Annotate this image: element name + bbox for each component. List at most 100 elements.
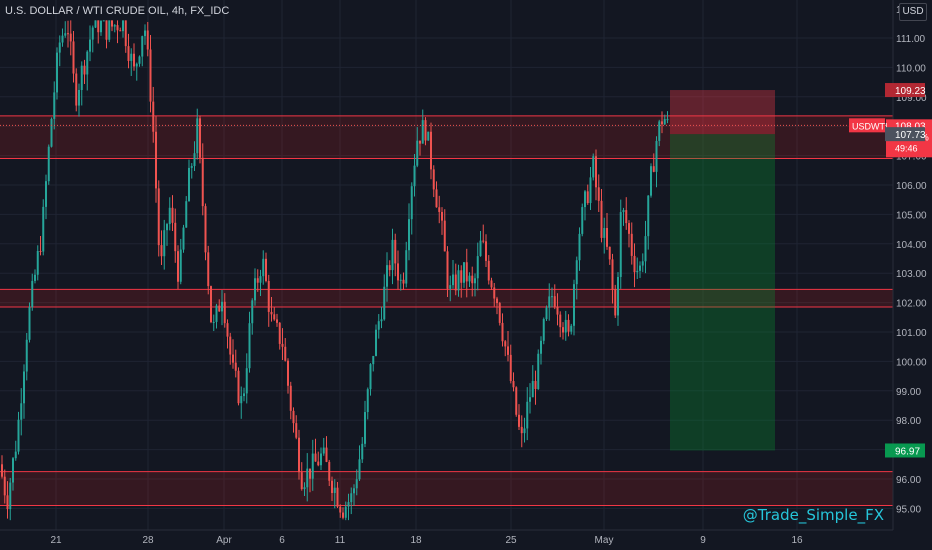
- candle-body: [614, 289, 617, 316]
- candle-body: [201, 157, 204, 207]
- candle-body: [130, 53, 133, 61]
- candle-body: [630, 233, 633, 256]
- candle-body: [119, 30, 122, 32]
- candle-body: [287, 360, 289, 386]
- candle-body: [89, 39, 91, 52]
- candle-body: [78, 90, 80, 106]
- candle-body: [545, 307, 548, 320]
- candle-body: [39, 250, 42, 252]
- candle-body: [138, 56, 141, 64]
- candle-body: [122, 20, 124, 32]
- candle-body: [232, 354, 234, 363]
- candle-body: [564, 319, 567, 333]
- candle-body: [463, 262, 465, 283]
- candle-body: [322, 447, 325, 454]
- candle-body: [358, 459, 361, 480]
- stop-price-label: 109.23: [895, 86, 926, 97]
- candle-body: [399, 279, 402, 281]
- candle-body: [531, 380, 534, 398]
- candle-body: [182, 227, 185, 250]
- time-tick-label: 16: [791, 535, 803, 546]
- candle-body: [58, 42, 61, 53]
- candle-body: [515, 387, 518, 415]
- candle-body: [64, 33, 67, 36]
- price-tick-label: 96.00: [896, 475, 921, 486]
- candle-body: [350, 493, 353, 503]
- candle-body: [496, 298, 498, 304]
- candle-body: [526, 401, 529, 429]
- candle-body: [100, 20, 102, 33]
- price-tick-label: 103.00: [896, 269, 927, 280]
- short-position-tool[interactable]: [0, 90, 893, 451]
- candle-body: [94, 20, 97, 28]
- candle-body: [152, 101, 155, 132]
- candle-body: [608, 246, 611, 260]
- price-axis[interactable]: 111.00110.00109.00108.00107.00106.00105.…: [892, 0, 932, 550]
- candle-body: [454, 274, 457, 291]
- price-tick-label: 101.00: [896, 328, 927, 339]
- candle-body: [652, 166, 655, 172]
- time-tick-label: 25: [505, 535, 517, 546]
- take-profit-zone: [670, 134, 775, 451]
- candle-body: [485, 241, 487, 261]
- candle-body: [240, 396, 243, 404]
- candle-body: [369, 364, 372, 390]
- watermark-text: @Trade_Simple_FX: [742, 506, 884, 524]
- candle-body: [380, 319, 383, 322]
- candle-body: [405, 250, 408, 284]
- candle-body: [229, 336, 232, 355]
- candle-body: [328, 461, 331, 481]
- candle-body: [91, 27, 94, 40]
- price-tick-label: 104.00: [896, 240, 927, 251]
- candle-body: [108, 20, 111, 40]
- candle-body: [383, 286, 386, 320]
- price-tick-label: 102.00: [896, 299, 927, 310]
- candle-body: [388, 265, 391, 271]
- candle-body: [259, 276, 262, 283]
- candle-body: [245, 368, 248, 394]
- currency-button[interactable]: USD: [899, 3, 927, 21]
- candle-body: [573, 284, 575, 326]
- candle-body: [34, 274, 36, 281]
- candle-body: [251, 300, 254, 324]
- candle-body: [113, 25, 116, 27]
- key-zones: [0, 115, 893, 506]
- candle-body: [50, 118, 53, 147]
- price-tick-label: 110.00: [896, 63, 926, 74]
- candle-body: [551, 296, 553, 298]
- symbol-tag-bg: [849, 118, 885, 133]
- candle-body: [210, 286, 212, 323]
- candle-body: [344, 506, 347, 518]
- candle-body: [270, 311, 273, 315]
- candle-body: [25, 339, 28, 372]
- time-axis[interactable]: 21 28 Apr 6 11 18 25 May 9 16: [0, 529, 932, 550]
- symbol-tag-label: USDWTI: [852, 121, 888, 131]
- candle-body: [581, 207, 584, 234]
- price-tick-label: 106.00: [896, 181, 927, 192]
- candle-body: [655, 140, 658, 172]
- candle-body: [278, 322, 281, 344]
- key-zone-rect: [0, 289, 893, 308]
- time-tick-label: 18: [410, 535, 422, 546]
- candle-body: [314, 453, 317, 462]
- candle-body: [292, 410, 295, 424]
- candle-body: [603, 228, 606, 238]
- candle-body: [284, 346, 287, 361]
- candle-body: [540, 340, 542, 354]
- candle-body: [141, 36, 144, 57]
- candle-body: [14, 451, 17, 459]
- candle-body: [504, 341, 507, 347]
- candle-body: [435, 189, 438, 208]
- entry-price-label: 107.73: [895, 130, 926, 141]
- candle-body: [171, 207, 174, 223]
- candle-body: [457, 270, 460, 291]
- candle-body: [476, 256, 479, 279]
- candle-body: [661, 121, 663, 125]
- candle-body: [377, 321, 380, 330]
- candle-body: [56, 52, 58, 93]
- candle-body: [223, 301, 226, 324]
- candle-body: [146, 30, 149, 50]
- candle-body: [507, 346, 509, 355]
